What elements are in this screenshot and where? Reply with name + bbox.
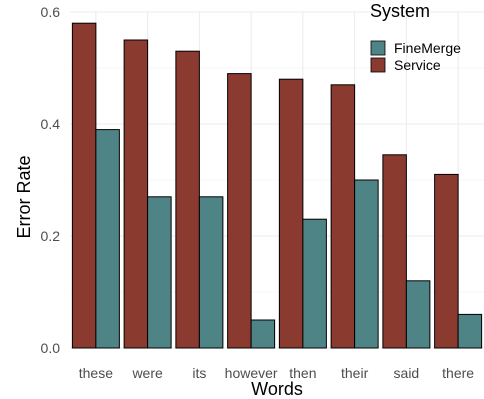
- y-tick-label: 0.6: [41, 4, 61, 20]
- x-tick-label-their: their: [341, 365, 369, 381]
- legend-title: System: [370, 1, 430, 21]
- bar-finemerge-then: [302, 218, 327, 349]
- bar-service-there: [434, 173, 459, 349]
- x-tick-label-were: were: [131, 365, 163, 381]
- legend-swatch-service: [370, 57, 386, 73]
- bars: [71, 22, 483, 349]
- bar-finemerge-said: [405, 280, 431, 349]
- x-axis-title: Words: [251, 379, 303, 399]
- legend-label-finemerge: FineMerge: [394, 40, 461, 56]
- bar-service-however: [227, 73, 252, 349]
- x-tick-label-however: however: [225, 365, 278, 381]
- y-tick-label: 0.4: [41, 116, 61, 132]
- x-tick-label-there: there: [442, 365, 474, 381]
- y-tick-label: 0.0: [41, 340, 61, 356]
- bar-service-these: [71, 22, 97, 349]
- x-tick-label-its: its: [192, 365, 206, 381]
- bar-service-then: [278, 78, 304, 349]
- bar-service-were: [123, 39, 149, 349]
- bar-service-its: [175, 50, 200, 349]
- bar-finemerge-its: [198, 196, 224, 349]
- bar-finemerge-were: [147, 196, 172, 349]
- y-tick-labels: 0.0 0.2 0.4 0.6: [41, 4, 61, 356]
- bar-service-said: [382, 154, 407, 349]
- x-tick-label-these: these: [79, 365, 113, 381]
- bar-finemerge-their: [354, 179, 379, 349]
- legend-label-service: Service: [394, 57, 441, 73]
- bar-finemerge-however: [250, 319, 276, 349]
- x-tick-label-said: said: [394, 365, 420, 381]
- x-tick-labels: these were its however then their said there: [79, 365, 475, 381]
- x-tick-label-then: then: [289, 365, 316, 381]
- y-axis-title: Error Rate: [14, 155, 34, 238]
- y-tick-label: 0.2: [41, 228, 61, 244]
- bar-finemerge-these: [95, 129, 120, 349]
- legend-swatch-finemerge: [370, 40, 386, 56]
- bar-service-their: [330, 84, 356, 349]
- bar-finemerge-there: [457, 313, 483, 349]
